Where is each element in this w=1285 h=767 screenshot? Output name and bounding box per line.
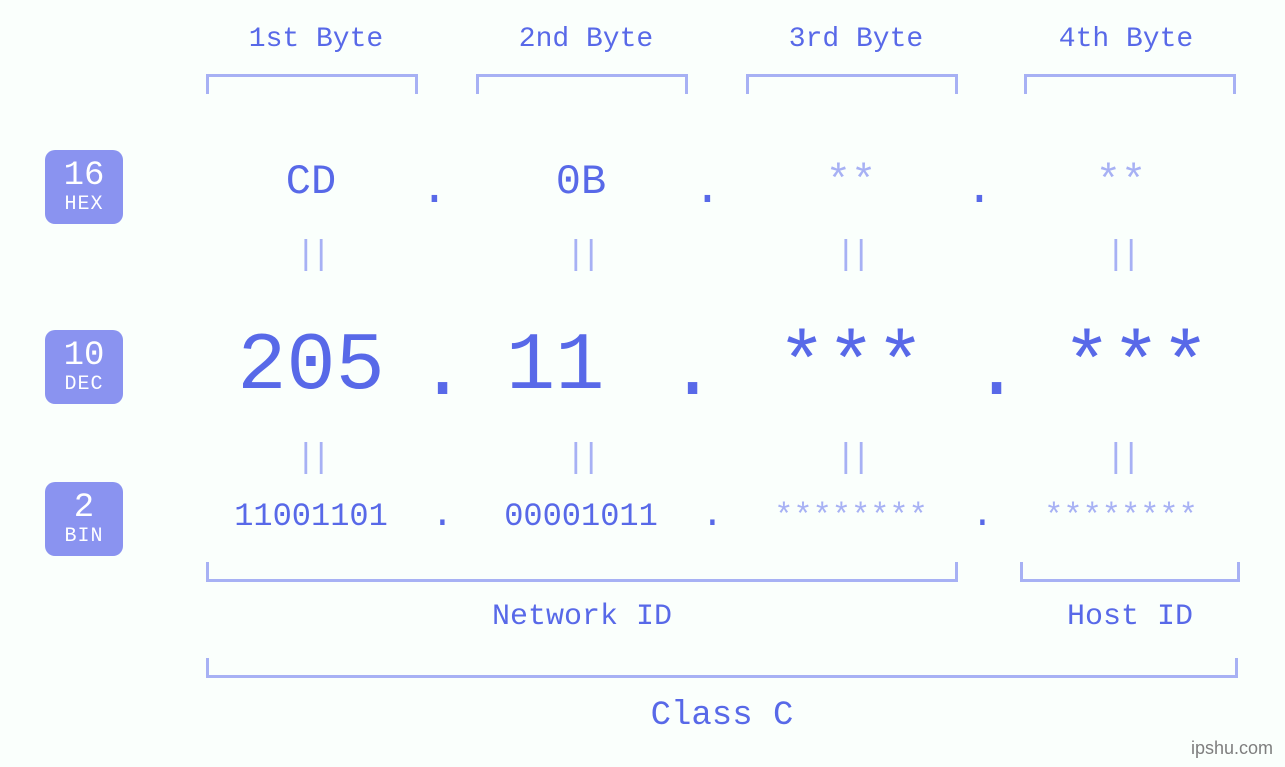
label-network: Network ID [206,600,958,634]
eq1-1: || [196,237,426,275]
badge-dec-lbl: DEC [64,375,103,395]
dec-1: 205 [176,320,446,413]
label-class: Class C [206,697,1238,735]
bracket-top-4 [1024,74,1236,94]
header-byte3: 3rd Byte [736,24,976,55]
dec-3: *** [736,320,966,413]
eq2-4: || [1006,440,1236,478]
bracket-top-1 [206,74,418,94]
badge-hex-lbl: HEX [64,195,103,215]
header-byte4: 4th Byte [1006,24,1246,55]
hex-3: ** [736,158,966,206]
label-host: Host ID [1020,600,1240,634]
hex-dot-3: . [965,166,994,214]
hex-dot-1: . [420,166,449,214]
bracket-network [206,562,958,582]
bin-4: ******** [986,498,1256,535]
eq2-2: || [466,440,696,478]
badge-hex: 16 HEX [45,150,123,224]
bin-dot-2: . [701,497,724,535]
bin-dot-3: . [971,497,994,535]
header-byte2: 2nd Byte [466,24,706,55]
dec-4: *** [1006,320,1266,413]
badge-bin: 2 BIN [45,482,123,556]
eq2-3: || [736,440,966,478]
bin-3: ******** [716,498,986,535]
bracket-top-2 [476,74,688,94]
badge-bin-lbl: BIN [64,527,103,547]
header-byte1: 1st Byte [196,24,436,55]
eq1-4: || [1006,237,1236,275]
watermark: ipshu.com [1191,738,1273,759]
hex-dot-2: . [693,166,722,214]
hex-2: 0B [466,158,696,206]
hex-4: ** [1006,158,1236,206]
ip-diagram: 16 HEX 10 DEC 2 BIN 1st Byte 2nd Byte 3r… [0,0,1285,767]
bracket-host [1020,562,1240,582]
bin-dot-1: . [431,497,454,535]
bin-2: 00001011 [446,498,716,535]
dec-dot-3: . [972,332,1021,414]
eq1-2: || [466,237,696,275]
hex-1: CD [196,158,426,206]
dec-dot-1: . [418,332,467,414]
eq1-3: || [736,237,966,275]
bin-1: 11001101 [176,498,446,535]
badge-dec: 10 DEC [45,330,123,404]
dec-dot-2: . [668,332,717,414]
bracket-top-3 [746,74,958,94]
dec-2: 11 [466,320,696,413]
badge-dec-num: 10 [64,339,105,373]
bracket-class [206,658,1238,678]
badge-hex-num: 16 [64,159,105,193]
badge-bin-num: 2 [74,491,94,525]
eq2-1: || [196,440,426,478]
